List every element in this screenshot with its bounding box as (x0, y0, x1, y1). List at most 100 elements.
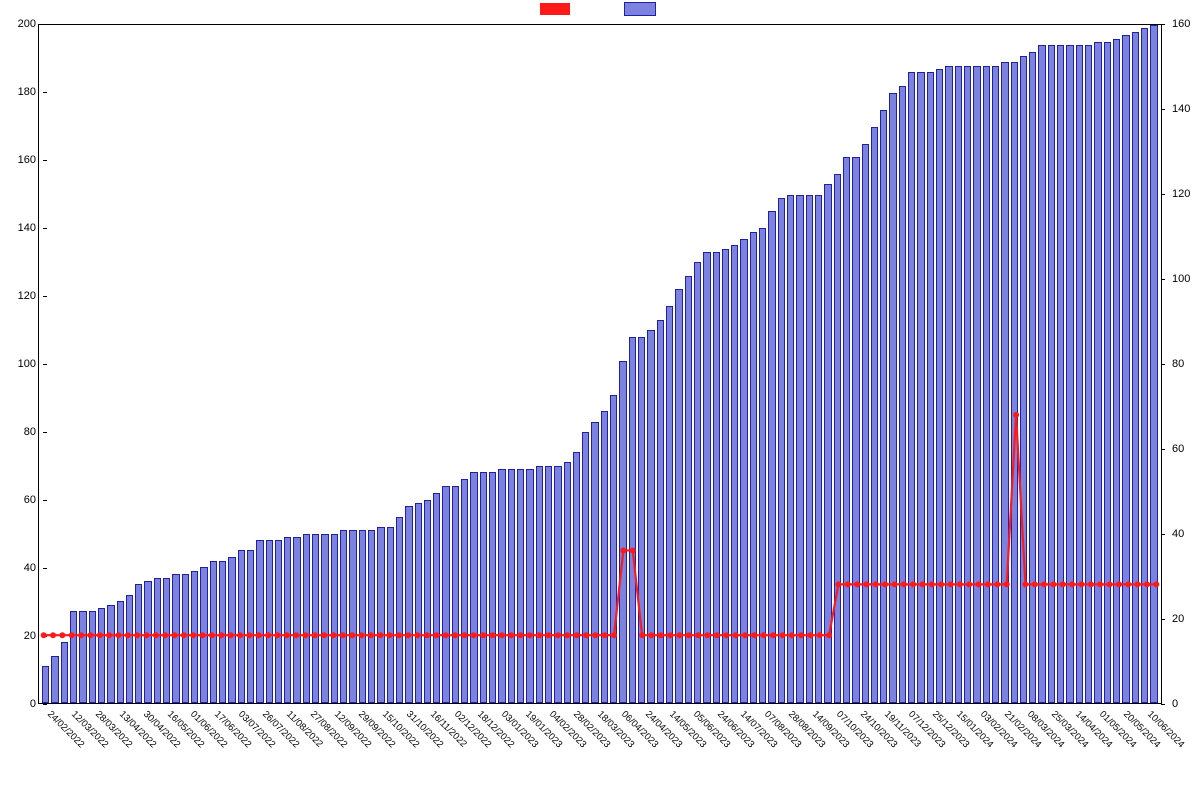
line-marker (835, 581, 841, 587)
line-marker (751, 632, 757, 638)
line-marker (396, 632, 402, 638)
line-marker (761, 632, 767, 638)
line-marker (1050, 581, 1056, 587)
legend-item-line (540, 2, 574, 16)
line-marker (331, 632, 337, 638)
line-marker (480, 632, 486, 638)
y-right-tick: 120 (1166, 188, 1200, 200)
plot-area (38, 24, 1162, 704)
line-marker (377, 632, 383, 638)
line-marker (938, 581, 944, 587)
line-overlay (39, 25, 1161, 703)
line-marker (228, 632, 234, 638)
line-marker (1004, 581, 1010, 587)
y-axis-left: 020406080100120140160180200 (0, 24, 36, 704)
line-marker (910, 581, 916, 587)
line-marker (284, 632, 290, 638)
line-marker (69, 632, 75, 638)
line-marker (929, 581, 935, 587)
line-marker (854, 581, 860, 587)
line-marker (920, 581, 926, 587)
line-marker (676, 632, 682, 638)
line-marker (1069, 581, 1075, 587)
line-marker (639, 632, 645, 638)
line-marker (602, 632, 608, 638)
line-marker (518, 632, 524, 638)
line-marker (1013, 412, 1019, 418)
line-marker (957, 581, 963, 587)
line-marker (461, 632, 467, 638)
legend (540, 2, 660, 16)
y-left-tick: 0 (0, 698, 42, 710)
line-marker (648, 632, 654, 638)
line-marker (200, 632, 206, 638)
line-marker (630, 547, 636, 553)
line-marker (1060, 581, 1066, 587)
line-marker (321, 632, 327, 638)
line-marker (78, 632, 84, 638)
line-marker (41, 632, 47, 638)
line-marker (892, 581, 898, 587)
line-marker (1032, 581, 1038, 587)
line-marker (349, 632, 355, 638)
line-marker (1144, 581, 1150, 587)
line-marker (387, 632, 393, 638)
line-marker (658, 632, 664, 638)
line-marker (424, 632, 430, 638)
line-marker (274, 632, 280, 638)
line-marker (499, 632, 505, 638)
line-marker (733, 632, 739, 638)
line-marker (686, 632, 692, 638)
line-marker (976, 581, 982, 587)
line-marker (312, 632, 318, 638)
line-marker (1097, 581, 1103, 587)
line-marker (807, 632, 813, 638)
line-marker (125, 632, 131, 638)
y-right-tick: 0 (1166, 698, 1200, 710)
line-marker (985, 581, 991, 587)
line-marker (723, 632, 729, 638)
y-left-tick: 80 (0, 426, 42, 438)
line-marker (742, 632, 748, 638)
y-left-tick: 100 (0, 358, 42, 370)
y-right-tick: 140 (1166, 103, 1200, 115)
line-path (44, 415, 1157, 635)
line-marker (714, 632, 720, 638)
line-marker (966, 581, 972, 587)
x-axis: 24/02/202212/03/202228/03/202213/04/2022… (38, 704, 1162, 794)
chart-container: 020406080100120140160180200 020406080100… (0, 0, 1200, 800)
line-marker (190, 632, 196, 638)
y-right-tick: 80 (1166, 358, 1200, 370)
line-marker (583, 632, 589, 638)
line-marker (555, 632, 561, 638)
y-left-tick: 40 (0, 562, 42, 574)
line-marker (564, 632, 570, 638)
y-axis-right: 020406080100120140160 (1166, 24, 1200, 704)
line-marker (106, 632, 112, 638)
line-marker (134, 632, 140, 638)
y-left-tick: 140 (0, 222, 42, 234)
line-marker (574, 632, 580, 638)
line-marker (50, 632, 56, 638)
line-marker (1135, 581, 1141, 587)
line-marker (452, 632, 458, 638)
line-marker (817, 632, 823, 638)
line-marker (620, 547, 626, 553)
y-left-tick: 200 (0, 18, 42, 30)
line-marker (901, 581, 907, 587)
line-marker (770, 632, 776, 638)
line-marker (863, 581, 869, 587)
line-marker (611, 632, 617, 638)
legend-swatch-bar (624, 2, 656, 16)
line-marker (546, 632, 552, 638)
line-marker (948, 581, 954, 587)
line-marker (705, 632, 711, 638)
line-marker (536, 632, 542, 638)
line-marker (695, 632, 701, 638)
line-marker (433, 632, 439, 638)
line-marker (779, 632, 785, 638)
y-left-tick: 60 (0, 494, 42, 506)
legend-swatch-line (540, 3, 570, 15)
line-marker (172, 632, 178, 638)
line-marker (489, 632, 495, 638)
